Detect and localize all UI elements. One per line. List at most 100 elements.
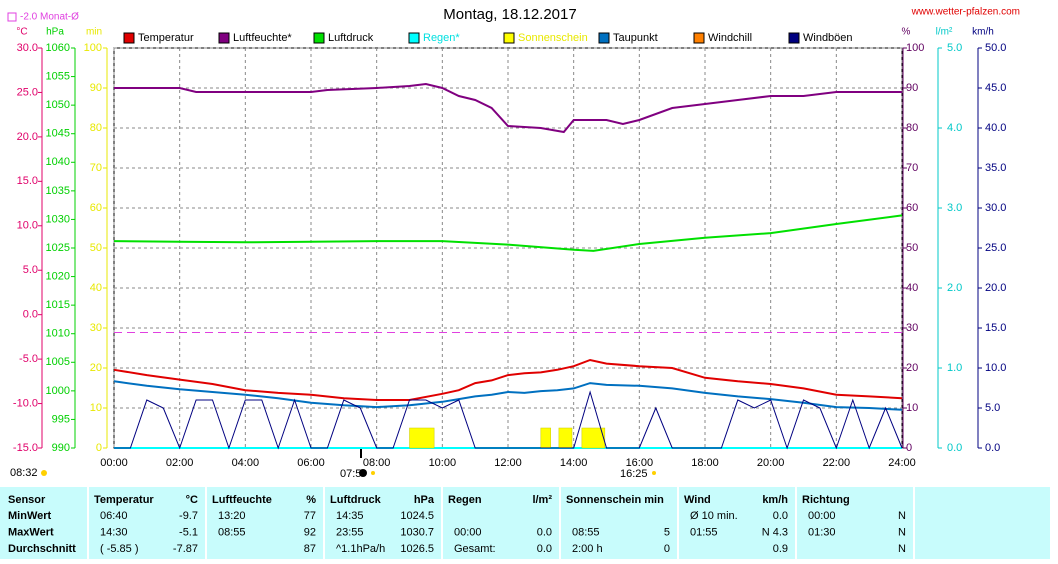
reference-icon	[7, 12, 17, 22]
y-tick-label: 30	[906, 322, 918, 334]
y-tick-label: 100	[84, 42, 102, 54]
sun-time: 08:32	[10, 467, 38, 479]
source: www.wetter-pfalzen.com	[911, 7, 1020, 18]
table-header: Luftfeuchte	[212, 494, 272, 506]
y-tick-label: 50	[90, 242, 102, 254]
y-tick-label: 0.0	[947, 442, 962, 454]
y-tick-label: 1040	[46, 156, 70, 168]
x-tick-label: 16:00	[626, 457, 654, 469]
y-tick-label: 25.0	[17, 86, 38, 98]
axis-unit: °C	[16, 27, 27, 38]
y-tick-label: 1.0	[947, 362, 962, 374]
table-cell: 1024.5	[400, 510, 434, 522]
x-tick-label: 24:00	[888, 457, 916, 469]
axis-unit: l/m²	[936, 27, 953, 38]
sun-time: 16:25	[620, 468, 648, 480]
table-cell: 08:55	[572, 526, 600, 538]
x-tick-label: 10:00	[429, 457, 457, 469]
y-tick-label: 40	[906, 282, 918, 294]
table-header: Luftdruck	[330, 494, 382, 506]
y-tick-label: 1005	[46, 356, 70, 368]
y-tick-label: 1025	[46, 242, 70, 254]
x-tick-label: 08:00	[363, 457, 391, 469]
chart-title: Montag, 18.12.2017	[443, 6, 576, 23]
table-header: hPa	[414, 494, 435, 506]
table-cell: Gesamt:	[454, 543, 496, 555]
table-cell: 77	[304, 510, 316, 522]
table-cell: N	[898, 510, 906, 522]
y-tick-label: 990	[52, 442, 70, 454]
x-tick-label: 18:00	[691, 457, 719, 469]
series-line	[113, 214, 903, 252]
sun-icon	[371, 471, 375, 475]
y-tick-label: 5.0	[985, 402, 1000, 414]
table-header: km/h	[762, 494, 788, 506]
y-tick-label: -10.0	[13, 397, 38, 409]
y-tick-label: 30.0	[17, 42, 38, 54]
y-tick-label: 0	[906, 442, 912, 454]
axis-unit: km/h	[972, 27, 994, 38]
x-tick-label: 14:00	[560, 457, 588, 469]
table-header: Sensor	[8, 494, 46, 506]
y-tick-label: 1015	[46, 299, 70, 311]
y-tick-label: 15.0	[985, 322, 1006, 334]
y-tick-label: 30	[90, 322, 102, 334]
table-cell: 5	[664, 526, 670, 538]
table-cell: Ø 10 min.	[690, 510, 738, 522]
table-cell: ( -5.85 )	[100, 543, 139, 555]
legend-swatch	[693, 32, 705, 44]
y-tick-label: 0	[96, 442, 102, 454]
legend-label: Luftfeuchte*	[233, 32, 292, 44]
table-cell: 00:00	[808, 510, 836, 522]
y-tick-label: 1010	[46, 328, 70, 340]
y-tick-label: 15.0	[17, 175, 38, 187]
y-tick-label: 4.0	[947, 122, 962, 134]
table-cell: 0	[664, 543, 670, 555]
y-tick-label: 1045	[46, 128, 70, 140]
y-tick-label: 1050	[46, 99, 70, 111]
sun-time: 07:5	[340, 468, 361, 480]
table-header: Temperatur	[94, 494, 154, 506]
legend-label: Temperatur	[138, 32, 194, 44]
series-line	[113, 358, 903, 401]
legend-label: Windchill	[708, 32, 752, 44]
y-tick-label: 20.0	[985, 282, 1006, 294]
y-tick-label: 60	[906, 202, 918, 214]
table-cell: 0.0	[773, 510, 788, 522]
x-tick-label: 02:00	[166, 457, 194, 469]
y-tick-label: 80	[90, 122, 102, 134]
y-tick-label: 20	[906, 362, 918, 374]
y-tick-label: 20.0	[17, 131, 38, 143]
legend-swatch	[313, 32, 325, 44]
table-cell: N	[898, 543, 906, 555]
table-cell: 1026.5	[400, 543, 434, 555]
table-header: %	[306, 494, 316, 506]
y-tick-label: -15.0	[13, 442, 38, 454]
x-tick-label: 00:00	[100, 457, 128, 469]
y-tick-label: 100	[906, 42, 924, 54]
reference-label: -2.0 Monat-Ø	[20, 12, 79, 23]
table-cell: -9.7	[179, 510, 198, 522]
y-tick-label: 45.0	[985, 82, 1006, 94]
moon-icon	[359, 469, 367, 477]
y-tick-label: 60	[90, 202, 102, 214]
legend-swatch	[598, 32, 610, 44]
table-cell: 08:55	[218, 526, 246, 538]
x-tick-label: 20:00	[757, 457, 785, 469]
legend-label: Sonnenschein	[518, 32, 588, 44]
y-tick-label: 1035	[46, 185, 70, 197]
table-row-label: MinWert	[8, 510, 52, 522]
table-header: Regen	[448, 494, 482, 506]
y-tick-label: -5.0	[19, 353, 38, 365]
table-cell: N	[898, 526, 906, 538]
y-tick-label: 995	[52, 413, 70, 425]
table-background	[0, 487, 1050, 559]
y-tick-label: 30.0	[985, 202, 1006, 214]
y-tick-label: 50.0	[985, 42, 1006, 54]
y-tick-label: 1055	[46, 70, 70, 82]
legend-label: Regen*	[423, 32, 460, 44]
y-tick-label: 90	[90, 82, 102, 94]
table-cell: 14:30	[100, 526, 128, 538]
table-cell: 1030.7	[400, 526, 434, 538]
y-tick-label: 25.0	[985, 242, 1006, 254]
